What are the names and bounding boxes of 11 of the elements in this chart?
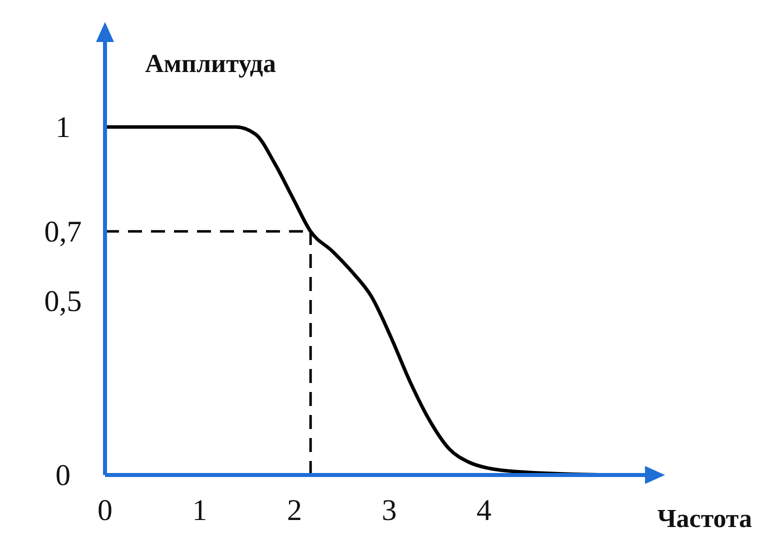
x-tick-label: 1 (192, 494, 208, 527)
x-tick-label: 2 (286, 494, 302, 527)
y-tick-label: 0,7 (44, 215, 82, 248)
y-axis-title: Амплитуда (145, 49, 276, 78)
y-tick-label: 0 (56, 459, 70, 492)
x-tick-label: 3 (382, 494, 397, 527)
x-tick-label: 0 (98, 494, 112, 527)
y-tick-label: 1 (56, 111, 70, 144)
x-tick-label: 4 (476, 494, 492, 527)
x-axis-title: Частота (657, 504, 752, 533)
y-tick-label: 0,5 (44, 285, 82, 318)
